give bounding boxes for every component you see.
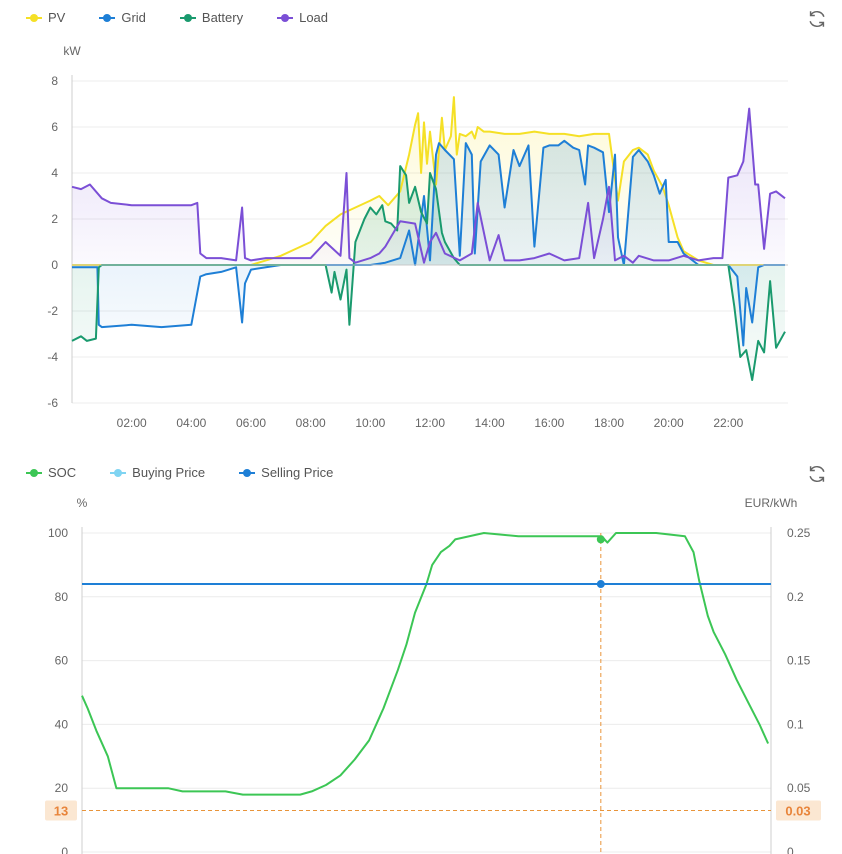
legend-item-pv[interactable]: PV: [26, 10, 65, 25]
y-tick-label-right: 0: [787, 845, 794, 854]
legend-item-soc[interactable]: SOC: [26, 465, 76, 480]
legend-label: Battery: [201, 10, 244, 25]
x-tick-label: 14:00: [475, 416, 505, 430]
series-area-load: [72, 108, 786, 265]
y-tick-label-right: 0.15: [787, 654, 811, 668]
soc-highlight-point: [596, 535, 605, 544]
soc-price-chart-panel: SOC Buying Price Selling Price 100 0.25 80 0.…: [0, 455, 842, 854]
y-tick-label-left: 20: [55, 781, 69, 795]
x-tick-label: 04:00: [176, 416, 206, 430]
y-tick-label-left: 40: [55, 717, 69, 731]
y-tick-label-left: 60: [55, 654, 69, 668]
legend-swatch: [26, 468, 42, 478]
y-tick-label: 6: [51, 120, 58, 134]
x-tick-label: 02:00: [117, 416, 147, 430]
crosshair-label-left: [45, 800, 77, 821]
legend-swatch: [110, 468, 127, 478]
series-line-soc: [81, 532, 770, 796]
legend-item-load[interactable]: Load: [277, 10, 328, 25]
refresh-icon[interactable]: [806, 8, 828, 30]
soc-price-chart: 100 0.25 80 0.2 60 0.15 40 0.1 20 0.05 0 0% EUR/kWh 1…: [45, 496, 821, 854]
series-line-pv: [72, 96, 785, 266]
x-tick-label: 20:00: [654, 416, 684, 430]
y-tick-label: -4: [47, 350, 58, 364]
y-axis-label: kW: [63, 44, 81, 58]
y-tick-label: 0: [51, 258, 58, 272]
power-chart-panel: PV Grid Battery Load 8 6 4 2 0 -2 -4 -6 kW 02:00 04:0…: [26, 8, 828, 430]
legend-swatch: [179, 13, 196, 23]
y-tick-label: -2: [47, 304, 58, 318]
y-tick-label: 2: [51, 212, 58, 226]
y-tick-label: 4: [51, 166, 58, 180]
x-tick-label: 22:00: [713, 416, 743, 430]
legend-item-buying-price[interactable]: Buying Price: [110, 465, 205, 480]
soc-price-chart-legend: SOC Buying Price Selling Price: [26, 465, 367, 480]
y-tick-label-left: 80: [55, 590, 69, 604]
x-tick-label: 10:00: [355, 416, 385, 430]
power-chart: 8 6 4 2 0 -2 -4 -6 kW 02:00 04:00 06:00 08:00 10:00 12…: [47, 44, 788, 430]
y-tick-label: -6: [47, 396, 58, 410]
y-tick-label-right: 0.1: [787, 717, 804, 731]
legend-item-battery[interactable]: Battery: [179, 10, 244, 25]
legend-swatch: [277, 13, 294, 23]
legend-swatch: [239, 468, 256, 478]
y-tick-label-right: 0.25: [787, 526, 811, 540]
legend-label: PV: [48, 10, 66, 25]
legend-label: Selling Price: [261, 465, 334, 480]
price-highlight-point: [596, 580, 605, 589]
series-line-grid: [72, 139, 785, 347]
crosshair-value-left: 13: [54, 804, 68, 819]
legend-label: Grid: [121, 10, 146, 25]
y-tick-label: 8: [51, 74, 58, 88]
crosshair-label-right: [776, 800, 821, 821]
y-tick-label-left: 100: [48, 526, 68, 540]
y-axis-label-right: EUR/kWh: [745, 496, 798, 510]
legend-label: Load: [299, 10, 329, 25]
crosshair-value-right: 0.03: [785, 804, 810, 819]
legend-swatch: [99, 13, 116, 23]
y-tick-label-right: 0.05: [787, 781, 811, 795]
x-tick-label: 12:00: [415, 416, 445, 430]
power-chart-legend: PV Grid Battery Load: [26, 10, 362, 25]
x-tick-label: 08:00: [296, 416, 326, 430]
legend-item-grid[interactable]: Grid: [99, 10, 146, 25]
y-axis-label-left: %: [77, 496, 88, 510]
x-tick-label: 18:00: [594, 416, 624, 430]
legend-label: Buying Price: [132, 465, 206, 480]
y-tick-label-right: 0.2: [787, 590, 804, 604]
x-tick-label: 16:00: [534, 416, 564, 430]
y-tick-label-left: 0: [61, 845, 68, 854]
refresh-icon[interactable]: [806, 463, 828, 485]
legend-swatch: [26, 13, 42, 23]
legend-item-selling-price[interactable]: Selling Price: [239, 465, 333, 480]
legend-label: SOC: [48, 465, 77, 480]
series-line-load: [71, 107, 786, 264]
x-tick-label: 06:00: [236, 416, 266, 430]
